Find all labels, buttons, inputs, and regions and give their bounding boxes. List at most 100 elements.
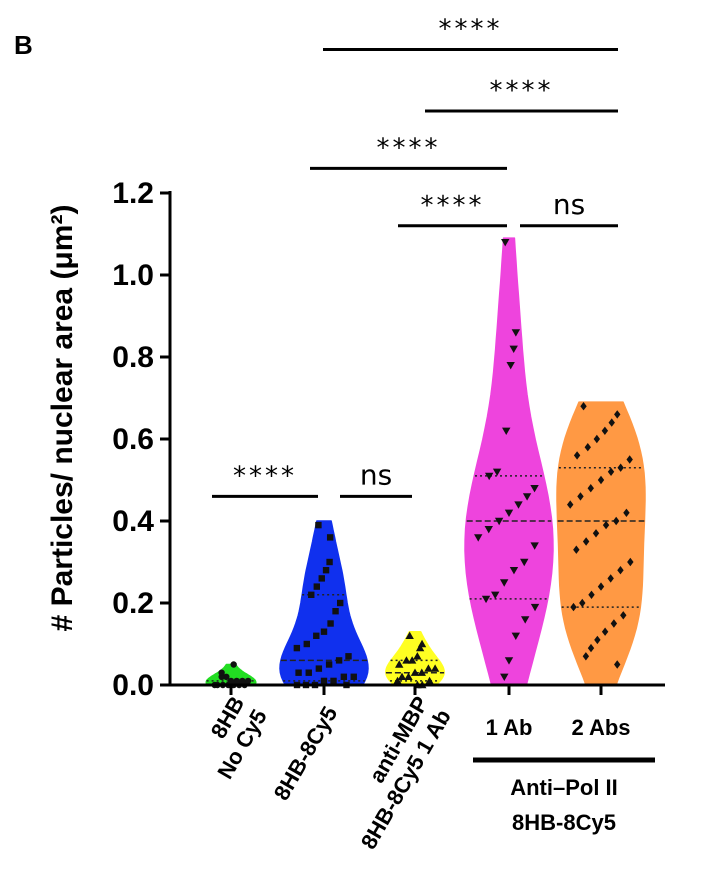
violin-body-1 (279, 520, 369, 686)
data-point (340, 673, 348, 680)
data-point (404, 672, 413, 680)
data-point (484, 472, 494, 481)
data-point (337, 599, 344, 607)
data-point (407, 656, 417, 664)
data-point (520, 616, 530, 624)
panel-label: B (14, 30, 33, 60)
data-point (617, 463, 624, 472)
data-point (410, 668, 420, 676)
data-point (577, 492, 584, 501)
data-point (506, 362, 515, 370)
data-point (227, 677, 235, 685)
data-point (417, 668, 426, 676)
data-point (405, 631, 414, 639)
significance-label-2: **** (421, 191, 485, 221)
y-tick-label-5: 1.0 (112, 259, 154, 292)
data-point (413, 652, 422, 660)
data-point (239, 677, 246, 685)
data-point (504, 509, 514, 517)
data-point (484, 526, 493, 534)
data-point (305, 669, 312, 676)
data-point (481, 595, 491, 604)
axes (168, 191, 665, 695)
x-tick-label-line: 8HB-8Cy5 (269, 702, 343, 805)
y-tick-label-0: 0.0 (112, 669, 154, 702)
data-point (425, 676, 434, 685)
data-point (322, 567, 330, 574)
data-point (415, 643, 425, 652)
data-point (500, 673, 509, 681)
data-point (491, 591, 500, 599)
data-point (315, 665, 323, 672)
data-point (293, 644, 301, 652)
violin-body-4 (556, 401, 646, 686)
data-point (509, 345, 518, 353)
data-point (588, 590, 595, 599)
data-point (530, 603, 540, 612)
data-point (601, 627, 609, 636)
data-point (320, 628, 328, 635)
data-point (502, 427, 511, 435)
y-tick-label-2: 0.4 (112, 505, 154, 538)
data-point (397, 672, 407, 680)
y-tick-label-1: 0.2 (112, 587, 154, 620)
data-point (504, 657, 514, 665)
data-point (579, 598, 586, 608)
data-point (514, 501, 523, 509)
data-point (230, 661, 237, 668)
violin-body-3 (464, 237, 554, 686)
x-tick-label-3: 1 Ab (486, 715, 533, 740)
data-point (573, 545, 580, 554)
data-point (345, 653, 352, 660)
data-point (320, 677, 328, 685)
data-point (614, 660, 621, 669)
data-point (233, 677, 240, 685)
data-point (393, 676, 402, 685)
y-tick-label-3: 0.6 (112, 423, 154, 456)
data-point (313, 632, 320, 639)
data-point (511, 329, 521, 337)
data-point (594, 635, 601, 645)
violin-group-2 (385, 630, 445, 689)
data-point (597, 475, 605, 485)
data-point (612, 516, 620, 526)
data-point (593, 434, 601, 444)
data-point (620, 611, 627, 620)
data-point (614, 410, 621, 419)
violins (205, 237, 646, 689)
data-point (582, 652, 590, 661)
data-point (610, 619, 618, 628)
significance-brackets: **** ns **** ns **** **** **** (212, 15, 618, 498)
data-point (573, 451, 581, 460)
data-point (430, 664, 440, 672)
significance-label-6: **** (439, 15, 503, 45)
data-point (313, 583, 320, 590)
data-point (494, 517, 504, 526)
data-point (330, 677, 337, 685)
data-point (325, 661, 333, 668)
data-point (326, 534, 334, 541)
data-point (350, 673, 357, 680)
data-point (602, 520, 610, 530)
data-point (424, 664, 433, 672)
data-point (570, 602, 577, 612)
data-point (315, 521, 322, 529)
data-point (584, 443, 591, 452)
data-point (592, 529, 600, 538)
data-point (223, 673, 230, 680)
data-point (608, 418, 615, 427)
data-point (520, 558, 529, 567)
y-ticks: 0.0 0.2 0.4 0.6 0.8 1.0 1.2 (112, 177, 170, 702)
data-point (627, 557, 634, 567)
data-point (327, 620, 334, 627)
data-point (318, 575, 325, 582)
data-point (597, 582, 605, 591)
data-point (295, 669, 302, 676)
data-point (522, 493, 532, 501)
significance-label-4: **** (377, 133, 441, 163)
data-point (218, 669, 225, 676)
x-tick-label-4: 2 Abs (571, 715, 630, 740)
data-point (511, 632, 520, 640)
data-point (402, 656, 411, 664)
